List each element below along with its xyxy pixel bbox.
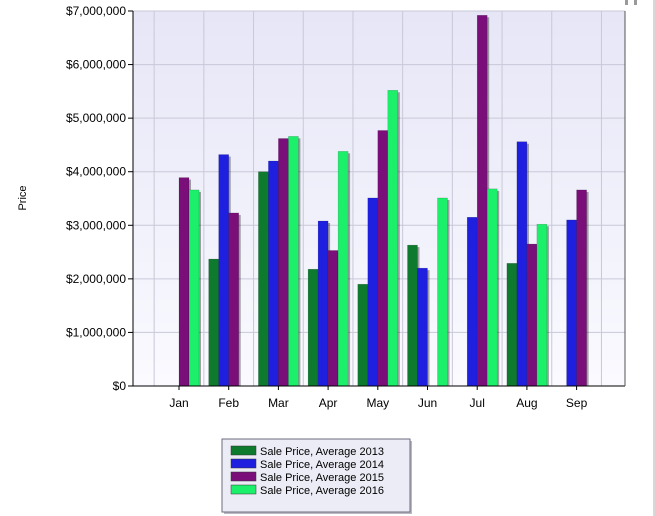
bar-jul-series-2[interactable]	[466, 217, 478, 387]
x-tick-label: Mar	[268, 396, 289, 410]
scrollbar-edge	[653, 0, 655, 516]
bar-feb-series-1[interactable]	[208, 258, 219, 387]
bar-aug-series-3[interactable]	[526, 243, 538, 387]
y-tick-label: $7,000,000	[66, 4, 126, 18]
x-tick-label: Apr	[319, 396, 338, 410]
x-tick-label: May	[366, 396, 389, 410]
legend-swatch	[230, 458, 257, 469]
bar-may-series-2[interactable]	[367, 197, 379, 387]
bar-mar-series-2[interactable]	[268, 160, 279, 387]
x-tick-label: Feb	[218, 396, 239, 410]
y-tick-label: $6,000,000	[66, 58, 126, 72]
y-tick-label: $0	[113, 379, 127, 393]
bar-apr-series-1[interactable]	[307, 268, 319, 387]
x-tick-label: Jul	[470, 396, 485, 410]
y-tick-label: $4,000,000	[66, 165, 126, 179]
bar-apr-series-3[interactable]	[327, 250, 339, 387]
legend-label: Sale Price, Average 2014	[260, 459, 384, 471]
bar-sep-series-3[interactable]	[576, 189, 587, 387]
legend-label: Sale Price, Average 2016	[260, 485, 384, 497]
bar-sep-series-2[interactable]	[566, 219, 577, 387]
bar-jan-series-4[interactable]	[188, 189, 200, 387]
bar-may-series-1[interactable]	[357, 283, 369, 387]
y-axis-title: Price	[17, 185, 29, 210]
y-tick-label: $2,000,000	[66, 272, 126, 286]
legend-swatch	[230, 471, 257, 482]
legend-label: Sale Price, Average 2013	[260, 446, 384, 458]
y-tick-label: $1,000,000	[66, 325, 126, 339]
bar-may-series-3[interactable]	[377, 130, 389, 387]
y-tick-label: $5,000,000	[66, 111, 126, 125]
bar-mar-series-1[interactable]	[258, 171, 269, 387]
bar-apr-series-2[interactable]	[317, 220, 329, 387]
bar-mar-series-3[interactable]	[278, 138, 289, 387]
bar-apr-series-4[interactable]	[337, 151, 349, 387]
bar-aug-series-1[interactable]	[506, 263, 518, 387]
bar-feb-series-2[interactable]	[218, 154, 229, 387]
bar-jul-series-3[interactable]	[476, 15, 488, 387]
bar-jan-series-3[interactable]	[178, 177, 190, 387]
bar-jul-series-4[interactable]	[486, 188, 498, 387]
resize-icon[interactable]	[625, 0, 637, 5]
bar-feb-series-3[interactable]	[228, 212, 239, 387]
bar-aug-series-4[interactable]	[536, 223, 548, 387]
legend-swatch	[230, 445, 257, 456]
bar-mar-series-4[interactable]	[288, 136, 299, 387]
bar-may-series-4[interactable]	[387, 90, 399, 387]
x-tick-label: Jun	[418, 396, 437, 410]
legend-label: Sale Price, Average 2015	[260, 472, 384, 484]
bar-jun-series-2[interactable]	[417, 267, 428, 387]
y-tick-label: $3,000,000	[66, 218, 126, 232]
x-tick-label: Aug	[516, 396, 537, 410]
x-tick-label: Sep	[566, 396, 588, 410]
bar-jun-series-1[interactable]	[407, 244, 418, 387]
legend-swatch	[230, 484, 257, 495]
bar-aug-series-2[interactable]	[516, 141, 528, 387]
bar-jun-series-4[interactable]	[437, 197, 448, 387]
x-tick-label: Jan	[169, 396, 188, 410]
